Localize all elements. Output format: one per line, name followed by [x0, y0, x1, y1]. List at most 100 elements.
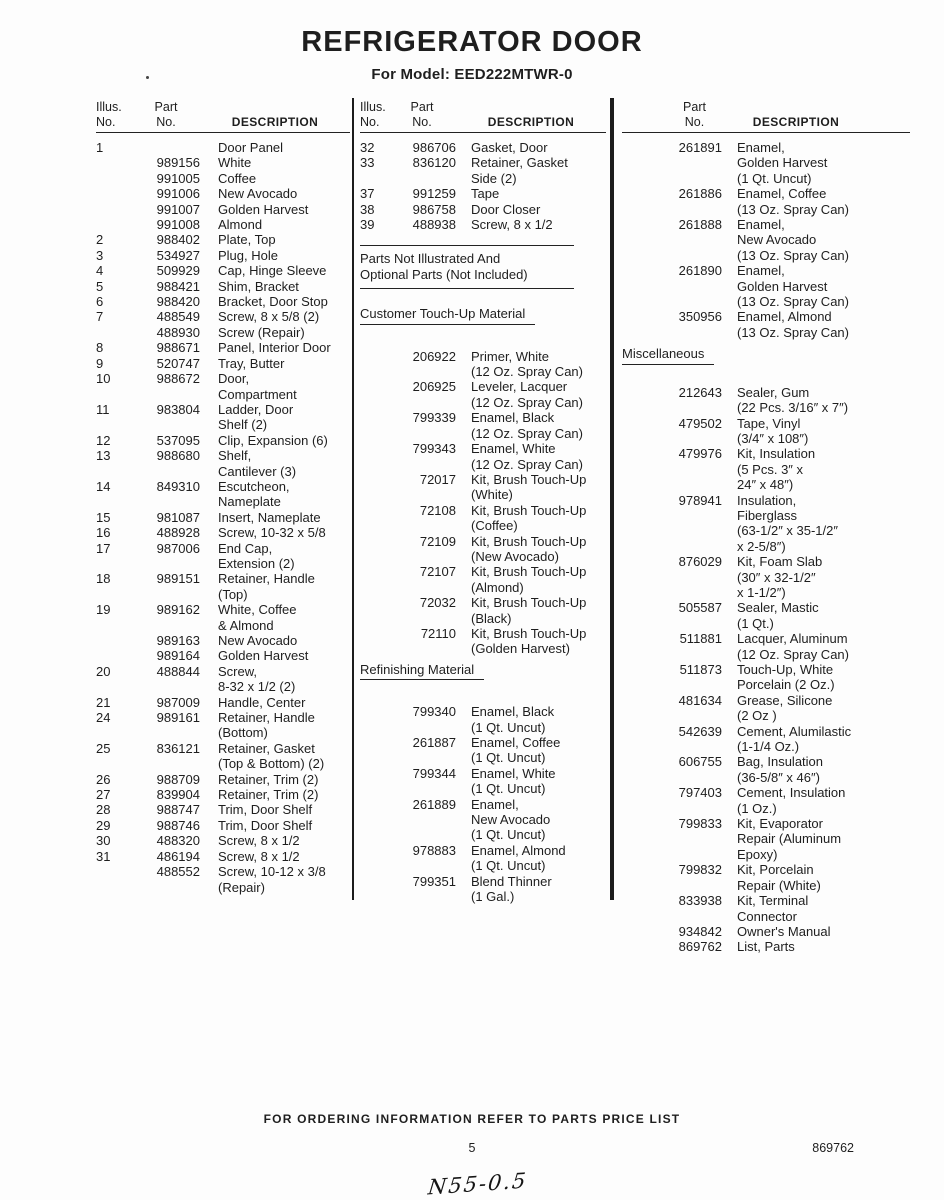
- part-description: Primer, White (12 Oz. Spray Can): [471, 348, 583, 380]
- part-description: Handle, Center: [218, 694, 306, 710]
- part-number: 869762: [678, 939, 722, 955]
- part-row: 542639 Cement, Alumilastic (1-1/4 Oz.): [622, 724, 910, 755]
- part-row: 799833 Kit, Evaporator Repair (Aluminum E…: [622, 816, 910, 862]
- part-number: 876029: [678, 554, 722, 570]
- part-row: 33 836120 Retainer, Gasket Side (2): [360, 155, 606, 186]
- illus-number: 7: [96, 309, 104, 325]
- part-number: 488928: [156, 525, 200, 541]
- illus-number: 24: [96, 710, 111, 726]
- part-number: 987006: [156, 540, 200, 556]
- part-number: 833938: [678, 893, 722, 909]
- part-description: Tape: [471, 186, 500, 202]
- part-number: 849310: [156, 478, 200, 494]
- part-number: 978883: [412, 842, 456, 858]
- part-number: 988421: [156, 278, 200, 294]
- part-row: 799344 Enamel, White (1 Qt. Uncut): [360, 766, 606, 797]
- part-number: 261889: [412, 796, 456, 812]
- rows-block: 1 Door Panel 989156 White 991005 Coffee 991006…: [96, 140, 350, 895]
- part-row: 11 983804 Ladder, Door Shelf (2): [96, 402, 350, 433]
- part-number: 988709: [156, 771, 200, 787]
- part-description: Trim, Door Shelf: [218, 802, 313, 818]
- part-number: 988746: [156, 817, 200, 833]
- part-description: Grease, Silicone (2 Oz ): [737, 692, 833, 724]
- header-illus-no: Illus. No.: [360, 100, 386, 129]
- illus-number: 38: [360, 201, 375, 217]
- part-number: 488930: [156, 324, 200, 340]
- part-number: 991007: [156, 201, 200, 217]
- illus-number: [96, 648, 132, 663]
- part-description: Enamel, Coffee (1 Qt. Uncut): [471, 735, 561, 766]
- part-number: 212643: [678, 384, 722, 400]
- illus-number: 27: [96, 787, 111, 803]
- illus-number: 19: [96, 602, 111, 618]
- part-number: 799833: [678, 816, 722, 832]
- part-number: 986706: [412, 140, 456, 155]
- part-number: 206925: [412, 379, 456, 395]
- part-description: Retainer, Handle (Top): [218, 571, 315, 602]
- part-row: 15 981087 Insert, Nameplate: [96, 510, 350, 525]
- part-row: 261888 Enamel, New Avocado (13 Oz. Spray …: [622, 217, 910, 263]
- part-row: 261891 Enamel, Golden Harvest (1 Qt. Uncu…: [622, 140, 910, 186]
- part-number: 72017: [419, 471, 456, 487]
- handwritten-note: N55-0.5: [426, 1168, 529, 1200]
- part-description: Kit, Brush Touch-Up (White): [471, 471, 587, 503]
- part-row: 3 534927 Plug, Hole: [96, 248, 350, 263]
- part-description: End Cap, Extension (2): [218, 540, 295, 571]
- part-description: Bracket, Door Stop: [218, 294, 328, 310]
- part-row: 72109 Kit, Brush Touch-Up (New Avocado): [360, 534, 606, 565]
- part-number: 261890: [678, 263, 722, 279]
- part-description: Owner's Manual: [737, 923, 831, 939]
- illus-number: [96, 171, 132, 186]
- part-description: Cap, Hinge Sleeve: [218, 263, 327, 279]
- part-row: 2 988402 Plate, Top: [96, 232, 350, 247]
- part-row: 799339 Enamel, Black (12 Oz. Spray Can): [360, 410, 606, 441]
- illus-number: [360, 349, 388, 380]
- illus-number: [360, 874, 388, 905]
- part-description: Cement, Alumilastic (1-1/4 Oz.): [737, 723, 852, 755]
- part-description: Kit, Brush Touch-Up (Golden Harvest): [471, 625, 587, 657]
- part-description: Kit, Foam Slab (30″ x 32-1/2″ x 1-1/2″): [737, 554, 823, 600]
- part-number: 72108: [419, 502, 456, 518]
- illus-number: 2: [96, 232, 104, 248]
- part-row: 10 988672 Door, Compartment: [96, 371, 350, 402]
- part-number: 488938: [412, 217, 456, 233]
- part-number: 799832: [678, 862, 722, 878]
- part-number: 991005: [156, 170, 200, 186]
- part-row: 14 849310 Escutcheon, Nameplate: [96, 479, 350, 510]
- part-number: 797403: [678, 785, 722, 801]
- part-row: 991008 Almond: [96, 217, 350, 232]
- illus-number: 17: [96, 540, 111, 556]
- part-row: 25 836121 Retainer, Gasket (Top & Bottom) …: [96, 741, 350, 772]
- header-part-no: Part No.: [154, 100, 178, 129]
- part-number: [132, 140, 200, 155]
- part-row: 38 986758 Door Closer: [360, 202, 606, 217]
- part-row: 24 989161 Retainer, Handle (Bottom): [96, 710, 350, 741]
- illus-number: 39: [360, 217, 375, 233]
- illus-number: 18: [96, 571, 111, 587]
- illus-number: [360, 503, 388, 534]
- part-row: 511873 Touch-Up, White Porcelain (2 Oz.): [622, 662, 910, 693]
- part-description: Enamel, Almond (13 Oz. Spray Can): [737, 309, 849, 340]
- part-description: Plug, Hole: [218, 247, 278, 263]
- miscellaneous-section-title: Miscellaneous: [622, 346, 715, 365]
- illus-number: 15: [96, 509, 111, 525]
- part-row: 26 988709 Retainer, Trim (2): [96, 772, 350, 787]
- part-row: 8 988671 Panel, Interior Door: [96, 340, 350, 355]
- part-row: 350956 Enamel, Almond (13 Oz. Spray Can): [622, 309, 910, 340]
- customer-touch-up-section-title: Customer Touch-Up Material: [360, 306, 536, 325]
- illus-number: 21: [96, 694, 111, 710]
- illus-number: 26: [96, 771, 111, 787]
- part-row: 991005 Coffee: [96, 171, 350, 186]
- part-row: 30 488320 Screw, 8 x 1/2: [96, 833, 350, 848]
- part-description: Lacquer, Aluminum (12 Oz. Spray Can): [737, 631, 849, 662]
- part-row: 5 988421 Shim, Bracket: [96, 279, 350, 294]
- column-header: Illus. No. Part No. DESCRIPTION: [96, 100, 350, 133]
- part-number: 799339: [412, 410, 456, 426]
- refinishing-material-section-title: Refinishing Material: [360, 662, 485, 681]
- part-row: 31 486194 Screw, 8 x 1/2: [96, 849, 350, 864]
- part-number: 988402: [156, 232, 200, 248]
- part-row: 876029 Kit, Foam Slab (30″ x 32-1/2″ x 1-…: [622, 554, 910, 600]
- part-row: 978941 Insulation, Fiberglass (63-1/2″ x …: [622, 493, 910, 555]
- part-row: 6 988420 Bracket, Door Stop: [96, 294, 350, 309]
- part-number: 606755: [678, 754, 722, 770]
